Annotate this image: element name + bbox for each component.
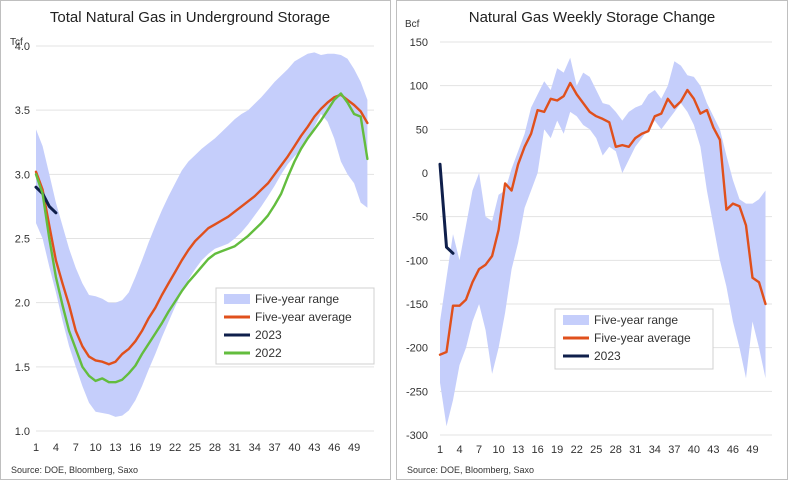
- x-tick-label: 46: [328, 442, 340, 454]
- x-tick-label: 7: [476, 444, 482, 456]
- x-tick-label: 13: [109, 442, 121, 454]
- y-tick-label: 3.0: [15, 169, 30, 181]
- x-tick-label: 4: [53, 442, 59, 454]
- chart-panel-weekly-change: Natural Gas Weekly Storage Change Bcf So…: [396, 0, 788, 480]
- y-tick-label: 0: [422, 168, 428, 180]
- chart-title: Total Natural Gas in Underground Storage: [50, 9, 330, 26]
- x-tick-label: 40: [288, 442, 300, 454]
- x-tick-label: 1: [437, 444, 443, 456]
- y-tick-label: 1.5: [15, 362, 30, 374]
- x-tick-label: 31: [229, 442, 241, 454]
- x-tick-label: 28: [610, 444, 622, 456]
- chart-panel-storage: Total Natural Gas in Underground Storage…: [0, 0, 391, 480]
- y-tick-label: 100: [410, 81, 428, 93]
- x-tick-label: 49: [348, 442, 360, 454]
- y-tick-label: -50: [412, 212, 428, 224]
- x-tick-label: 19: [149, 442, 161, 454]
- y-tick-label: 2.0: [15, 298, 30, 310]
- x-tick-label: 34: [249, 442, 261, 454]
- x-tick-label: 1: [33, 442, 39, 454]
- x-tick-label: 16: [129, 442, 141, 454]
- y-tick-label: -200: [406, 343, 428, 355]
- legend-label-five-year-average: Five-year average: [594, 331, 691, 345]
- y-tick-label: 50: [416, 124, 428, 136]
- y-tick-label: 150: [410, 37, 428, 49]
- y-tick-label: 2.5: [15, 234, 30, 246]
- y-tick-label: -100: [406, 255, 428, 267]
- legend-swatch-five-year-range: [224, 294, 250, 304]
- x-tick-label: 49: [746, 444, 758, 456]
- legend-label-five-year-range: Five-year range: [594, 313, 678, 327]
- x-tick-label: 25: [590, 444, 602, 456]
- series-2023-line: [438, 162, 455, 255]
- x-tick-label: 34: [649, 444, 661, 456]
- series-five-year-range-band: [440, 57, 766, 427]
- x-tick-label: 25: [189, 442, 201, 454]
- y-tick-label: 4.0: [15, 41, 30, 53]
- weekly-change-chart: Natural Gas Weekly Storage Change Bcf So…: [405, 9, 772, 475]
- x-tick-label: 10: [492, 444, 504, 456]
- y-tick-label: -300: [406, 430, 428, 442]
- legend-label-five-year-average: Five-year average: [255, 310, 352, 324]
- x-tick-label: 37: [268, 442, 280, 454]
- x-tick-label: 4: [456, 444, 462, 456]
- y-axis-unit: Bcf: [405, 19, 420, 30]
- legend-label-2022: 2022: [255, 346, 282, 360]
- x-tick-label: 22: [571, 444, 583, 456]
- source-note: Source: DOE, Bloomberg, Saxo: [407, 465, 534, 475]
- legend-label-2023: 2023: [255, 328, 282, 342]
- storage-chart: Total Natural Gas in Underground Storage…: [10, 9, 375, 475]
- series-2023-line: [34, 185, 58, 215]
- legend-label-five-year-range: Five-year range: [255, 292, 339, 306]
- x-tick-label: 31: [629, 444, 641, 456]
- series-2022-line: [34, 92, 369, 384]
- x-tick-label: 13: [512, 444, 524, 456]
- x-tick-label: 10: [90, 442, 102, 454]
- x-tick-label: 19: [551, 444, 563, 456]
- x-tick-label: 28: [209, 442, 221, 454]
- y-axis-unit: Tcf: [10, 37, 23, 48]
- y-tick-label: 1.0: [15, 426, 30, 438]
- y-tick-label: -150: [406, 299, 428, 311]
- x-tick-label: 7: [73, 442, 79, 454]
- series-five-year-average-line: [34, 93, 369, 366]
- x-tick-label: 43: [707, 444, 719, 456]
- x-tick-label: 22: [169, 442, 181, 454]
- chart-title: Natural Gas Weekly Storage Change: [469, 9, 716, 26]
- y-tick-label: 3.5: [15, 105, 30, 117]
- legend-swatch-five-year-range: [563, 315, 589, 325]
- x-tick-label: 43: [308, 442, 320, 454]
- x-tick-label: 40: [688, 444, 700, 456]
- x-tick-label: 46: [727, 444, 739, 456]
- y-tick-label: -250: [406, 386, 428, 398]
- series-five-year-average-line: [438, 81, 767, 356]
- x-tick-label: 37: [668, 444, 680, 456]
- legend-label-2023: 2023: [594, 349, 621, 363]
- x-tick-label: 16: [532, 444, 544, 456]
- source-note: Source: DOE, Bloomberg, Saxo: [11, 465, 138, 475]
